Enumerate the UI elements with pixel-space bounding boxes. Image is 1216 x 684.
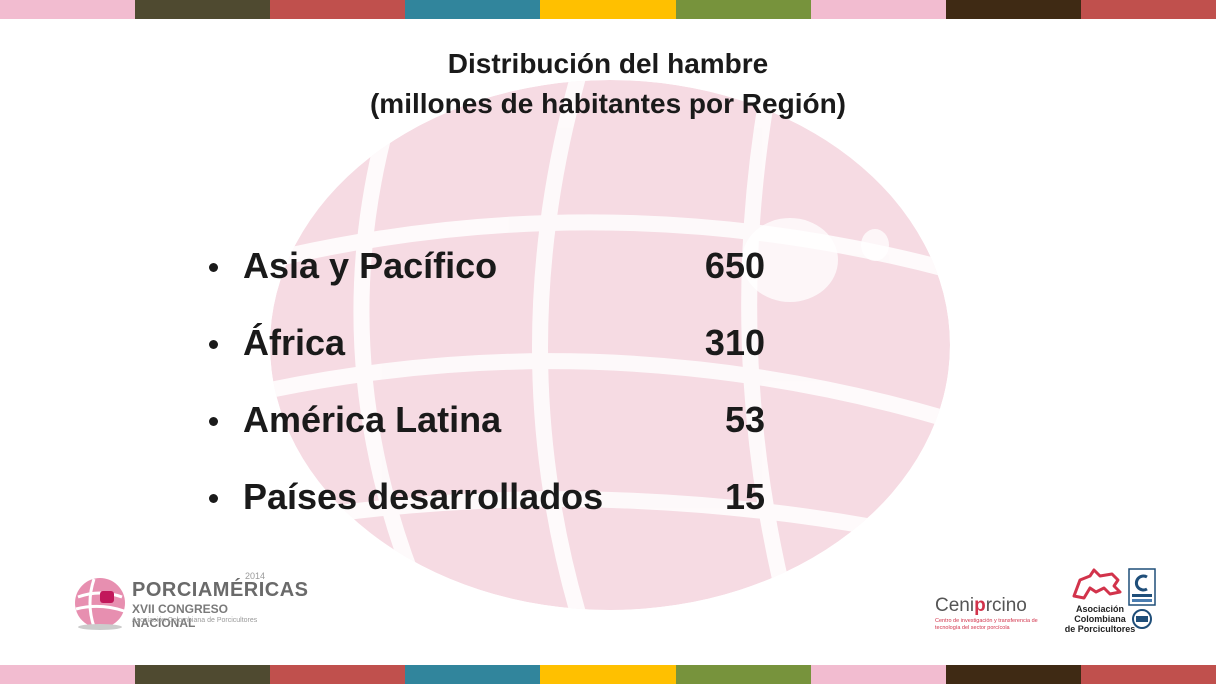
porciamericas-globe-icon — [75, 578, 125, 630]
asociacion-colombiana-logo: Asociación Colombiana de Porcicultores — [1060, 566, 1140, 638]
globe-background-watermark — [270, 80, 950, 610]
porciamericas-logo: 2014 PORCIAMÉRICAS XVII CONGRESO NACIONA… — [70, 571, 308, 631]
stripe-segment-8 — [1080, 0, 1216, 19]
certification-seal-icon — [1128, 568, 1156, 629]
hunger-region-list: Asia y Pacífico 650 África 310 América L… — [205, 240, 805, 548]
ceniporcino-name: Ceniprcino — [935, 595, 1027, 616]
bullet-icon — [209, 263, 218, 272]
stripe-segment-4 — [540, 0, 676, 19]
ceniporcino-logo: Ceniprcino Centro de investigación y tra… — [935, 595, 1055, 635]
list-item: África 310 — [205, 317, 805, 394]
bullet-icon — [209, 340, 218, 349]
stripe-segment-5 — [675, 665, 811, 684]
stripe-segment-0 — [0, 0, 136, 19]
congress-subtitle: XVII CONGRESO NACIONAL — [132, 602, 229, 630]
slide-title: Distribución del hambre (millones de hab… — [0, 44, 1216, 124]
stripe-segment-6 — [810, 665, 946, 684]
stripe-segment-2 — [270, 665, 406, 684]
region-label: América Latina — [243, 399, 502, 440]
stripe-segment-6 — [810, 0, 946, 19]
list-item: Asia y Pacífico 650 — [205, 240, 805, 317]
list-item: Países desarrollados 15 — [205, 471, 805, 548]
bullet-icon — [209, 494, 218, 503]
congress-year: 2014 — [245, 571, 266, 581]
asociacion-name: Asociación Colombiana de Porcicultores — [1064, 604, 1136, 634]
stripe-segment-0 — [0, 665, 136, 684]
porciamericas-brand: PORCIAMÉRICAS — [132, 579, 309, 601]
stripe-segment-2 — [270, 0, 406, 19]
region-value: 650 — [704, 245, 765, 286]
pig-outline-icon — [1072, 568, 1122, 600]
stripe-segment-8 — [1080, 665, 1216, 684]
region-label: Asia y Pacífico — [243, 245, 498, 286]
list-item: América Latina 53 — [205, 394, 805, 471]
stripe-segment-3 — [405, 665, 541, 684]
region-label: África — [243, 322, 346, 363]
bottom-color-stripe — [0, 665, 1216, 684]
stripe-segment-1 — [135, 665, 271, 684]
bullet-icon — [209, 417, 218, 426]
stripe-segment-1 — [135, 0, 271, 19]
region-value: 53 — [724, 399, 765, 440]
stripe-segment-7 — [945, 0, 1081, 19]
top-color-stripe — [0, 0, 1216, 19]
stripe-segment-5 — [675, 0, 811, 19]
stripe-segment-3 — [405, 0, 541, 19]
title-line-1: Distribución del hambre — [447, 48, 769, 79]
stripe-segment-4 — [540, 665, 676, 684]
region-value: 15 — [724, 476, 765, 517]
congress-organizer: Asociación Colombiana de Porcicultores — [132, 617, 258, 624]
ceniporcino-tagline: Centro de investigación y transferencia … — [935, 618, 1038, 631]
region-label: Países desarrollados — [243, 476, 604, 517]
region-value: 310 — [704, 322, 765, 363]
stripe-segment-7 — [945, 665, 1081, 684]
title-line-2: (millones de habitantes por Región) — [369, 88, 847, 119]
